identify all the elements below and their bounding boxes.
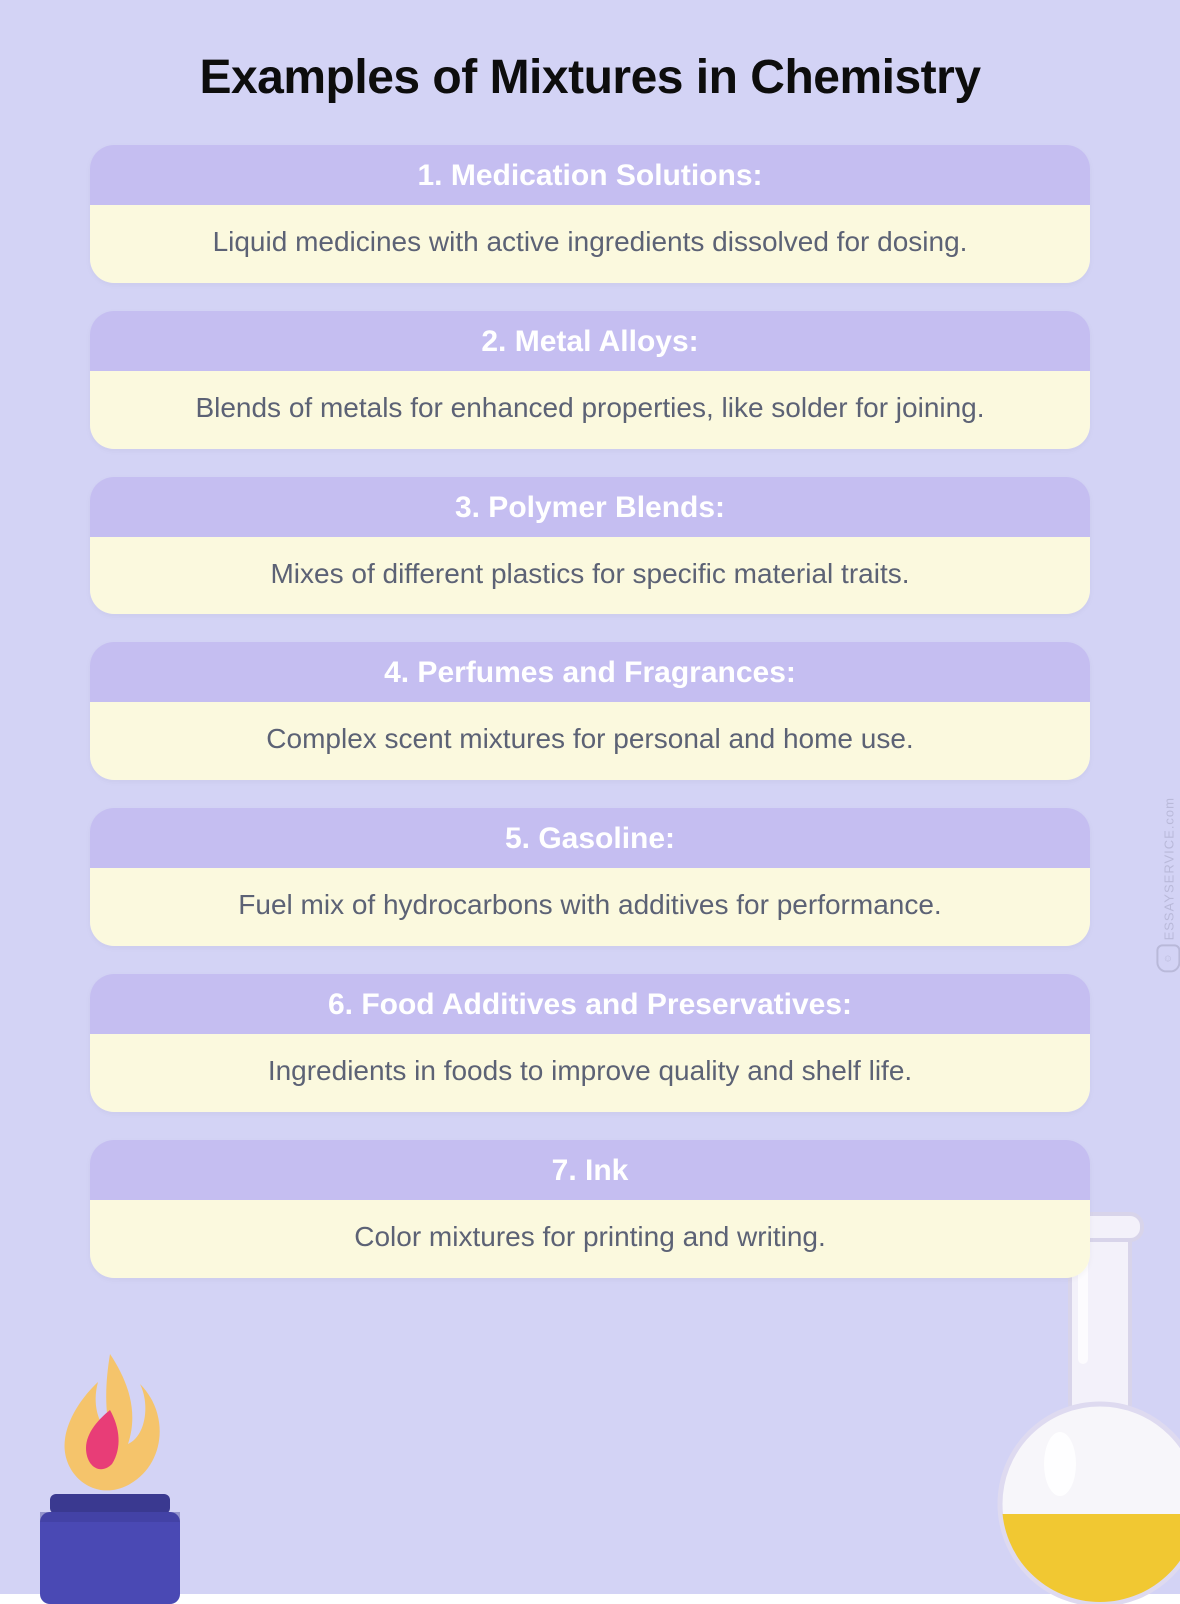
mixture-card: 6. Food Additives and Preservatives: Ing… [90, 974, 1090, 1112]
page-title: Examples of Mixtures in Chemistry [90, 50, 1090, 105]
card-header: 5. Gasoline: [90, 808, 1090, 868]
card-header: 6. Food Additives and Preservatives: [90, 974, 1090, 1034]
mixture-card: 3. Polymer Blends: Mixes of different pl… [90, 477, 1090, 615]
card-header: 2. Metal Alloys: [90, 311, 1090, 371]
card-body: Ingredients in foods to improve quality … [90, 1034, 1090, 1112]
mixture-card: 2. Metal Alloys: Blends of metals for en… [90, 311, 1090, 449]
card-body: Liquid medicines with active ingredients… [90, 205, 1090, 283]
card-list: 1. Medication Solutions: Liquid medicine… [90, 145, 1090, 1278]
card-body: Mixes of different plastics for specific… [90, 537, 1090, 615]
watermark-badge-icon: ☺ [1156, 944, 1180, 972]
card-header: 4. Perfumes and Fragrances: [90, 642, 1090, 702]
mixture-card: 1. Medication Solutions: Liquid medicine… [90, 145, 1090, 283]
card-header: 7. Ink [90, 1140, 1090, 1200]
card-body: Fuel mix of hydrocarbons with additives … [90, 868, 1090, 946]
candle-icon [20, 1344, 200, 1604]
mixture-card: 5. Gasoline: Fuel mix of hydrocarbons wi… [90, 808, 1090, 946]
card-body: Blends of metals for enhanced properties… [90, 371, 1090, 449]
card-body: Complex scent mixtures for personal and … [90, 702, 1090, 780]
watermark: ☺ ESSAYSERVICE.com [1154, 797, 1180, 970]
card-body: Color mixtures for printing and writing. [90, 1200, 1090, 1278]
card-header: 3. Polymer Blends: [90, 477, 1090, 537]
card-header: 1. Medication Solutions: [90, 145, 1090, 205]
mixture-card: 4. Perfumes and Fragrances: Complex scen… [90, 642, 1090, 780]
page-container: Examples of Mixtures in Chemistry 1. Med… [0, 0, 1180, 1594]
mixture-card: 7. Ink Color mixtures for printing and w… [90, 1140, 1090, 1278]
watermark-text: ESSAYSERVICE.com [1161, 797, 1176, 940]
